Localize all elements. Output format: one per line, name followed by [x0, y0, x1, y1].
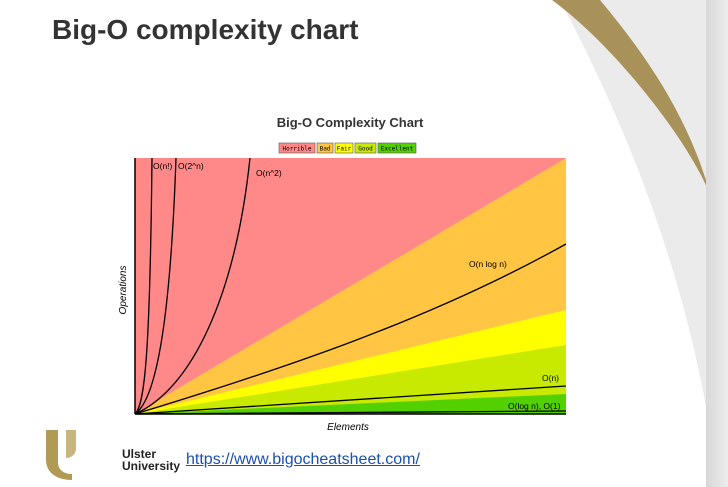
reference-link[interactable]: https://www.bigocheatsheet.com/ [186, 451, 420, 468]
curve-2-to-n [134, 157, 177, 415]
legend-swatch-fair [334, 142, 354, 154]
legend-label-excellent: Excellent [381, 146, 414, 153]
chart-legend: Horrible Bad Fair Good Excellent [278, 142, 417, 154]
curve-n-log-n [134, 243, 567, 415]
slide-title: Big-O complexity chart [52, 14, 359, 45]
background-swoosh [560, 0, 728, 487]
legend-swatch-horrible [278, 142, 316, 154]
legend-swatch-excellent [377, 142, 417, 154]
label-log-n-constant: O(log n), O(1) [508, 401, 561, 411]
region-excellent [135, 394, 566, 414]
curve-linear [134, 385, 567, 415]
x-axis-label: Elements [327, 422, 369, 433]
ulster-logo-mark [46, 430, 76, 480]
logo-text-university: University [122, 459, 181, 473]
legend-swatch-bad [316, 142, 334, 154]
legend-label-horrible: Horrible [283, 146, 312, 153]
region-good [135, 345, 566, 414]
curve-n-squared [134, 157, 251, 415]
curve-n-factorial [134, 157, 153, 415]
legend-label-good: Good [358, 146, 373, 153]
label-linear: O(n) [542, 373, 559, 383]
chart-title: Big-O Complexity Chart [277, 115, 424, 130]
complexity-regions [135, 158, 566, 414]
legend-label-fair: Fair [337, 146, 352, 153]
logo-text-ulster: Ulster [122, 447, 157, 461]
right-edge-band [706, 0, 728, 487]
legend-label-bad: Bad [320, 146, 331, 153]
legend-swatch-good [354, 142, 377, 154]
label-n-squared: O(n^2) [256, 168, 282, 178]
label-n-log-n: O(n log n) [469, 259, 507, 269]
label-n-factorial: O(n!) [153, 161, 173, 171]
y-axis-label: Operations [118, 266, 129, 315]
complexity-curves [134, 157, 567, 415]
label-2-to-n: O(2^n) [178, 161, 204, 171]
university-logo: Ulster University [44, 428, 180, 482]
